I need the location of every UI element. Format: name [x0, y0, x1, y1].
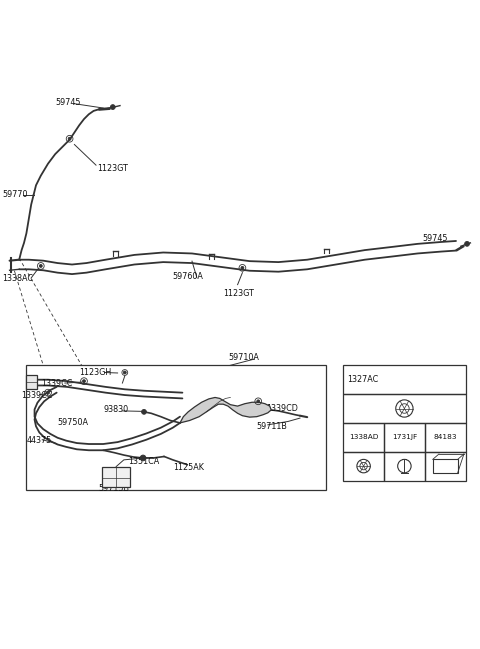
Text: 1339CD: 1339CD [266, 404, 298, 413]
Bar [26, 375, 37, 389]
Bar [425, 423, 466, 452]
Circle shape [123, 371, 126, 374]
Bar [343, 452, 384, 480]
Bar [343, 365, 466, 394]
Text: 59750A: 59750A [58, 418, 89, 427]
Circle shape [142, 410, 146, 414]
Text: 59710A: 59710A [228, 352, 259, 361]
Text: 59711B: 59711B [257, 422, 288, 431]
Bar [26, 365, 326, 490]
Text: 1731JF: 1731JF [392, 434, 417, 440]
Text: 59715B: 59715B [98, 484, 130, 493]
Text: 1339CC: 1339CC [22, 391, 53, 400]
Text: 84183: 84183 [433, 434, 457, 440]
Text: 1123GT: 1123GT [97, 164, 128, 173]
Bar [433, 459, 458, 473]
Circle shape [47, 391, 49, 394]
Text: 1339CC: 1339CC [41, 378, 72, 387]
Circle shape [110, 104, 115, 110]
Text: 59760A: 59760A [173, 272, 204, 281]
Bar [343, 423, 384, 452]
Bar [343, 394, 466, 423]
Text: 1338AD: 1338AD [349, 434, 378, 440]
Text: 1123GH: 1123GH [79, 368, 111, 377]
Circle shape [465, 241, 469, 246]
Text: 93830: 93830 [103, 406, 128, 415]
Text: 59745: 59745 [55, 98, 81, 107]
Text: 1351CA: 1351CA [129, 457, 160, 466]
Text: 59770: 59770 [2, 190, 28, 199]
Circle shape [257, 400, 260, 403]
Bar [425, 452, 466, 480]
Bar [102, 467, 130, 487]
Polygon shape [180, 397, 271, 423]
Bar [384, 423, 425, 452]
Text: 1123GT: 1123GT [223, 289, 254, 298]
Circle shape [68, 138, 71, 140]
Circle shape [241, 267, 244, 269]
Text: 44375: 44375 [26, 436, 52, 445]
Text: 1338AC: 1338AC [2, 275, 34, 284]
Circle shape [140, 455, 146, 461]
Text: 1125AK: 1125AK [173, 463, 204, 472]
Circle shape [83, 380, 85, 382]
Bar [384, 452, 425, 480]
Text: 59745: 59745 [422, 234, 448, 243]
Text: 1327AC: 1327AC [347, 375, 378, 384]
Circle shape [39, 265, 42, 267]
